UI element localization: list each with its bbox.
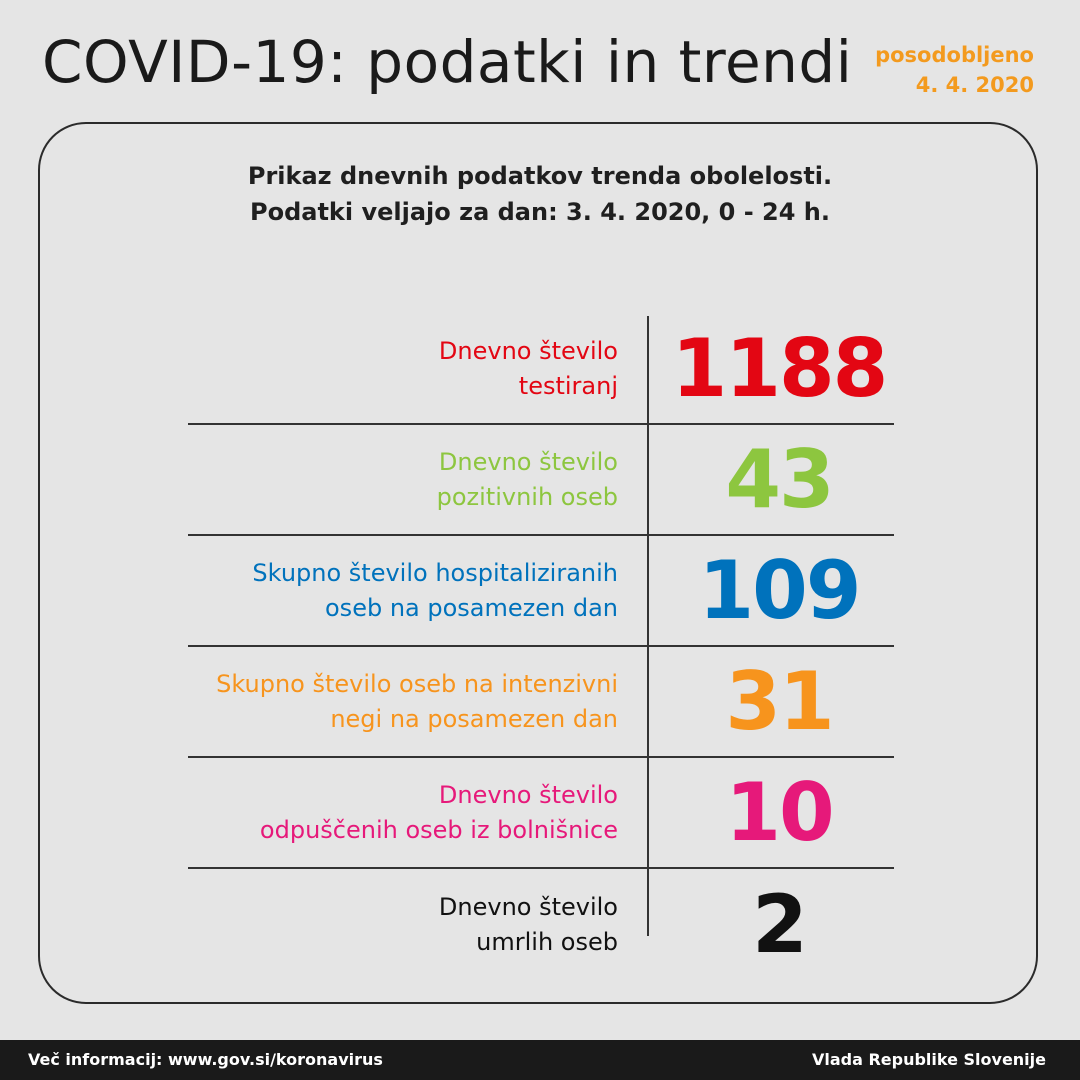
page-title: COVID-19: podatki in trendi (42, 28, 853, 96)
stat-label-line1: Dnevno število (438, 336, 618, 365)
stat-label-line1: Dnevno število (438, 447, 618, 476)
stat-label-line2: oseb na posamezen dan (325, 593, 618, 622)
stat-label: Dnevno število pozitivnih oseb (178, 425, 618, 534)
stat-row-hospitalized: Skupno število hospitaliziranih oseb na … (188, 536, 894, 647)
footer-info-link[interactable]: Več informacij: www.gov.si/koronavirus (28, 1050, 383, 1069)
stat-row-discharged: Dnevno število odpuščenih oseb iz bolniš… (188, 758, 894, 869)
table-divider (647, 316, 649, 936)
footer-bar: Več informacij: www.gov.si/koronavirus V… (0, 1040, 1080, 1080)
card-subtitle: Prikaz dnevnih podatkov trenda obolelost… (0, 158, 1080, 230)
stat-label-line2: umrlih oseb (476, 927, 618, 956)
subtitle-line-2: Podatki veljajo za dan: 3. 4. 2020, 0 - … (250, 198, 830, 226)
stat-label-line1: Skupno število hospitaliziranih (252, 558, 618, 587)
updated-label: posodobljeno (875, 43, 1034, 67)
stat-value: 10 (725, 766, 834, 859)
stat-value: 31 (725, 655, 834, 748)
stat-label-line2: pozitivnih oseb (436, 482, 618, 511)
stat-label: Skupno število hospitaliziranih oseb na … (178, 536, 618, 645)
stats-table: Dnevno število testiranj 1188 Dnevno šte… (188, 314, 894, 980)
stat-label-line1: Dnevno število (438, 780, 618, 809)
stats-card (38, 122, 1038, 1004)
stat-label-line2: odpuščenih oseb iz bolnišnice (259, 815, 618, 844)
stat-label: Dnevno število testiranj (178, 314, 618, 423)
stat-label-line2: negi na posamezen dan (330, 704, 618, 733)
stat-label-line2: testiranj (518, 371, 618, 400)
stat-label-line1: Dnevno število (438, 892, 618, 921)
subtitle-line-1: Prikaz dnevnih podatkov trenda obolelost… (247, 162, 833, 190)
stat-row-intensive-care: Skupno število oseb na intenzivni negi n… (188, 647, 894, 758)
stat-label-line1: Skupno število oseb na intenzivni (216, 669, 618, 698)
stat-value: 2 (752, 878, 808, 971)
stat-row-deaths: Dnevno število umrlih oseb 2 (188, 869, 894, 980)
stat-row-positive: Dnevno število pozitivnih oseb 43 (188, 425, 894, 536)
stat-label: Dnevno število odpuščenih oseb iz bolniš… (178, 758, 618, 867)
stat-value: 1188 (671, 322, 889, 415)
footer-publisher: Vlada Republike Slovenije (811, 1050, 1046, 1069)
stat-row-tests: Dnevno število testiranj 1188 (188, 314, 894, 425)
stat-label: Skupno število oseb na intenzivni negi n… (178, 647, 618, 756)
stat-value: 109 (698, 544, 862, 637)
updated-date: 4. 4. 2020 (915, 73, 1034, 97)
stat-label: Dnevno število umrlih oseb (178, 869, 618, 980)
stat-value: 43 (725, 433, 834, 526)
updated-info: posodobljeno 4. 4. 2020 (875, 40, 1034, 100)
